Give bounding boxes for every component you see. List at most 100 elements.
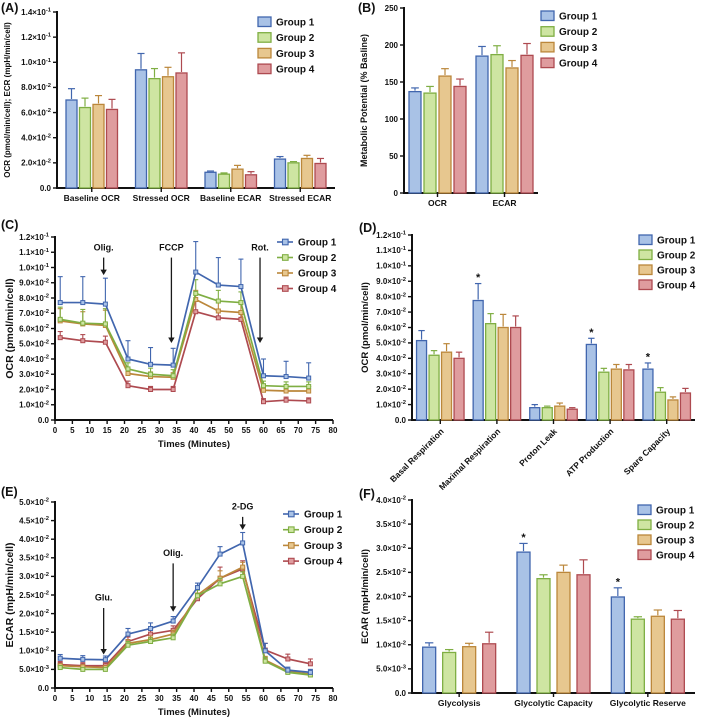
bar — [529, 407, 541, 421]
data-marker — [283, 388, 289, 394]
bar — [654, 391, 667, 421]
data-marker — [262, 658, 268, 664]
panel-c: (C) 0.0 1.0×10-2 2.0×10-2 3.0×10-2 4.0×10-2 5… — [0, 210, 355, 470]
svg-text:2.0×10-2: 2.0×10-2 — [376, 592, 406, 601]
data-marker — [193, 309, 199, 315]
annotation-arrow-head — [256, 337, 264, 343]
svg-text:2.5×10-2: 2.5×10-2 — [19, 591, 49, 600]
svg-text:1.2×10-1: 1.2×10-1 — [21, 33, 52, 42]
legend-swatch — [638, 249, 653, 261]
panel-d: (D) 0.0 1.0×10-2 2.0×10-2 3.0×10-2 4.0×10-2 5… — [355, 210, 709, 492]
svg-text:0: 0 — [53, 426, 58, 435]
legend-label: Group 2 — [656, 521, 695, 532]
data-marker — [148, 371, 154, 377]
svg-text:6.0×10-2: 6.0×10-2 — [21, 108, 51, 117]
svg-text:15: 15 — [103, 694, 112, 703]
legend-label: Group 3 — [656, 536, 695, 547]
series-line — [60, 542, 311, 674]
svg-text:3.0×10-2: 3.0×10-2 — [19, 572, 49, 581]
data-marker — [217, 551, 223, 557]
legend-marker-swatch — [281, 285, 289, 292]
svg-text:65: 65 — [276, 426, 285, 435]
y-axis-label: ECAR (mpH/min/cell) — [360, 549, 371, 644]
legend-swatch — [638, 234, 653, 246]
bar — [422, 646, 437, 694]
svg-text:30: 30 — [155, 426, 164, 435]
panel-label-a: (A) — [1, 1, 19, 15]
svg-text:1.5×10-2: 1.5×10-2 — [19, 628, 49, 637]
svg-text:45: 45 — [207, 426, 216, 435]
data-marker — [102, 301, 108, 307]
svg-text:1.2×10-1: 1.2×10-1 — [19, 233, 50, 242]
legend-label: Group 2 — [298, 253, 337, 264]
data-marker — [57, 655, 63, 661]
svg-text:35: 35 — [172, 426, 181, 435]
data-marker — [80, 300, 86, 306]
svg-text:20: 20 — [120, 694, 129, 703]
svg-text:4.0×10-2: 4.0×10-2 — [376, 496, 406, 505]
svg-text:1.5×10-2: 1.5×10-2 — [376, 616, 406, 625]
svg-text:2.0×10-2: 2.0×10-2 — [19, 609, 49, 618]
annotation-arrow-head — [168, 337, 175, 343]
legend-label: Group 4 — [276, 65, 315, 76]
y-axis-label: ECAR (mpH/min/cell) — [4, 542, 16, 647]
bar — [287, 162, 300, 189]
data-marker — [170, 387, 176, 392]
legend-label: Group 4 — [304, 557, 343, 568]
legend-swatch — [257, 16, 272, 28]
annotation-arrow-head — [169, 606, 177, 612]
svg-text:6.0×10-2: 6.0×10-2 — [376, 323, 406, 332]
panel-a-chart: 0.0 2.0×10-2 4.0×10-2 6.0×10-2 8.0×10-2 1.0×1… — [3, 8, 335, 203]
data-marker — [80, 666, 86, 672]
data-marker — [148, 361, 154, 367]
legend-swatch — [637, 519, 652, 531]
bar — [509, 326, 522, 421]
svg-text:4.0×10-2: 4.0×10-2 — [21, 133, 51, 142]
svg-text:1.0×10-1: 1.0×10-1 — [19, 263, 50, 272]
data-marker — [125, 631, 131, 637]
annotation-label: FCCP — [159, 243, 184, 253]
bar — [536, 577, 551, 694]
y-axis-label: Metabolic Potential (% Basline) — [359, 34, 369, 167]
category-label: OCR — [428, 198, 447, 208]
legend: Group 1 Group 2 Group 3 Group 4 — [257, 16, 315, 76]
category-label: Glycolytic Reserve — [610, 698, 686, 708]
svg-text:3.0×10-2: 3.0×10-2 — [19, 370, 49, 379]
bar — [428, 354, 440, 421]
svg-text:15: 15 — [103, 426, 112, 435]
svg-text:100: 100 — [385, 115, 399, 124]
legend-label: Group 1 — [276, 18, 315, 29]
bar — [679, 392, 692, 421]
data-marker — [306, 398, 312, 404]
svg-text:5.0×10-2: 5.0×10-2 — [19, 339, 49, 348]
significance-star: * — [521, 532, 526, 544]
bar — [244, 174, 258, 189]
panel-f-chart: 0.0 5.0×10-3 1.0×10-2 1.5×10-2 2.0×10-2 2.5×1… — [360, 496, 695, 708]
legend-marker-swatch — [281, 238, 289, 246]
svg-text:5: 5 — [70, 426, 75, 435]
svg-text:0.0: 0.0 — [395, 416, 407, 425]
legend-label: Group 2 — [304, 525, 343, 536]
bar — [670, 618, 685, 694]
legend-label: Group 4 — [657, 281, 696, 292]
data-marker — [193, 290, 199, 296]
bar — [300, 157, 314, 189]
legend-swatch — [638, 264, 653, 276]
legend-swatch — [638, 279, 653, 291]
svg-text:55: 55 — [242, 426, 251, 435]
bar — [423, 92, 437, 194]
annotation: Rot. — [251, 243, 269, 343]
svg-text:9.0×10-2: 9.0×10-2 — [19, 278, 49, 287]
panel-b: (B) 0 50 100 150 200 250 Metabolic Potential (… — [355, 0, 709, 210]
data-marker — [148, 625, 154, 631]
panel-label-b: (B) — [358, 1, 376, 15]
svg-text:2.5×10-2: 2.5×10-2 — [376, 568, 406, 577]
annotation-label: Olig. — [163, 548, 183, 558]
data-marker — [125, 356, 131, 362]
legend-label: Group 1 — [657, 236, 696, 247]
bar — [610, 368, 623, 421]
data-marker — [102, 321, 108, 327]
svg-text:35: 35 — [172, 694, 181, 703]
svg-text:5.0×10-2: 5.0×10-2 — [19, 498, 49, 507]
series-line — [60, 271, 309, 379]
